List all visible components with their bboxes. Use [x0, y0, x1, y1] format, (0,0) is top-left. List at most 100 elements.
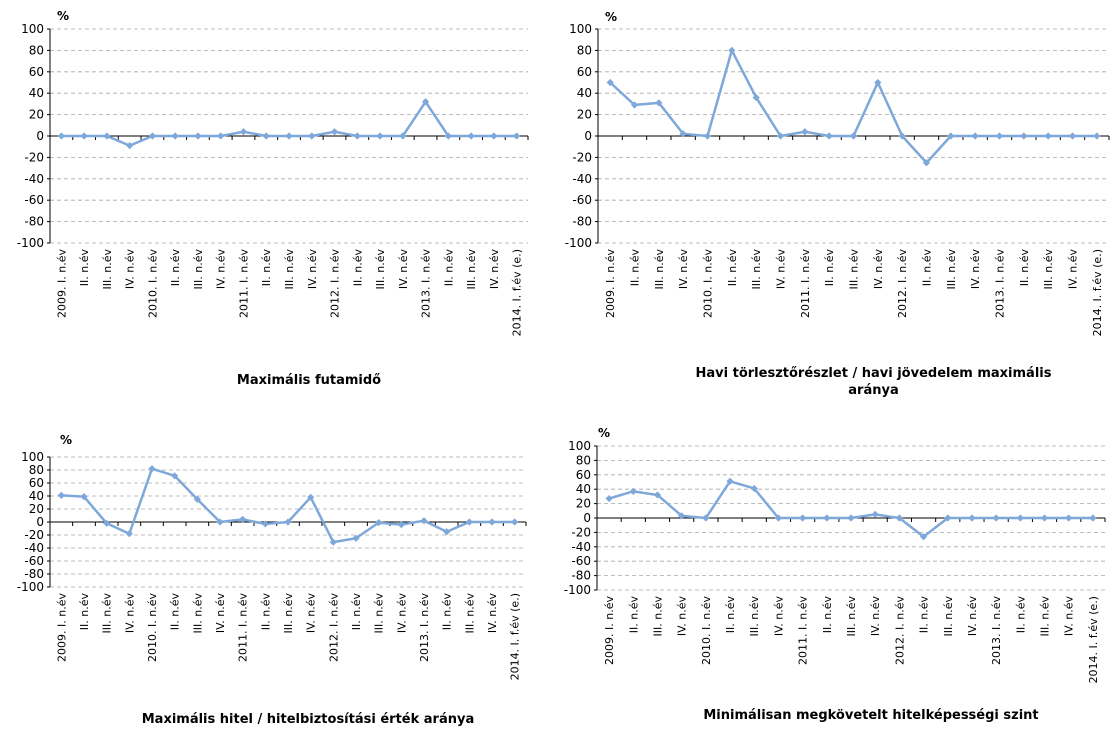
x-tick-label: III. n.év — [848, 249, 861, 290]
data-point — [1020, 132, 1028, 140]
x-tick-label: 2012. I. n.év — [893, 596, 906, 665]
y-tick-label: -40 — [24, 541, 44, 555]
data-point — [750, 484, 758, 493]
y-tick-label: -40 — [572, 172, 592, 186]
series-line — [609, 49, 1097, 164]
x-tick-label: III. n.év — [373, 593, 386, 634]
data-point — [261, 520, 269, 528]
x-tick-label: IV. n.év — [214, 593, 227, 634]
data-point — [284, 518, 292, 526]
y-tick-label: -20 — [572, 150, 592, 164]
x-tick-label: III. n.év — [653, 249, 666, 290]
x-tick-label: II. n.év — [1014, 596, 1027, 634]
x-tick-label: IV. n.év — [486, 593, 499, 634]
data-point — [490, 132, 498, 140]
data-point — [849, 132, 858, 140]
x-tick-label: IV. n.év — [1067, 249, 1080, 290]
x-tick-label: III. n.év — [191, 593, 204, 634]
x-tick-label: 2013. I. n.év — [420, 249, 433, 318]
y-tick-label: -100 — [565, 236, 592, 250]
data-point — [703, 132, 712, 140]
y-tick-label: 40 — [29, 86, 44, 100]
x-tick-label: II. n.év — [442, 249, 455, 287]
x-tick-label: IV. n.év — [676, 596, 689, 637]
x-tick-label: 2013. I. n.év — [994, 249, 1007, 318]
x-tick-label: 2011. I. n.év — [237, 249, 250, 318]
data-point — [467, 132, 475, 140]
x-tick-label: III. n.év — [283, 249, 296, 290]
data-point — [944, 514, 952, 522]
x-tick-label: IV. n.év — [969, 249, 982, 290]
x-tick-label: 2014. I. f.év (e.) — [1091, 249, 1104, 336]
data-point — [702, 514, 710, 522]
y-tick-label: 100 — [568, 439, 591, 453]
data-point — [799, 514, 807, 522]
x-tick-label: III. n.év — [101, 593, 114, 634]
y-tick-label: 0 — [583, 511, 591, 525]
x-tick-label: II. n.év — [259, 593, 272, 631]
x-tick-label: III. n.év — [945, 249, 958, 290]
x-tick-label: 2013. I. n.év — [418, 593, 431, 662]
data-point — [728, 46, 736, 54]
data-point — [488, 518, 496, 526]
data-point — [971, 132, 979, 140]
x-tick-label: III. n.év — [465, 249, 478, 290]
x-tick-label: 2014. I. f.év (e.) — [511, 249, 524, 336]
data-point — [217, 132, 225, 140]
y-tick-label: 60 — [29, 65, 44, 79]
y-tick-label: 20 — [576, 497, 591, 511]
x-tick-label: II. n.év — [350, 593, 363, 631]
x-tick-label: 2010. I. n.év — [146, 593, 159, 662]
data-point — [605, 494, 613, 503]
data-point — [847, 514, 855, 522]
y-tick-label: 40 — [577, 86, 592, 100]
chart-title: Maximális futamidő — [237, 373, 381, 388]
x-tick-label: IV. n.év — [123, 593, 136, 634]
x-tick-label: IV. n.év — [677, 249, 690, 290]
data-point — [103, 132, 111, 140]
x-tick-label: IV. n.év — [215, 249, 228, 290]
x-tick-label: IV. n.év — [306, 249, 319, 290]
y-axis-label: % — [57, 9, 69, 23]
x-tick-label: 2014. I. f.év (e.) — [509, 593, 522, 680]
y-tick-label: -100 — [564, 583, 591, 597]
data-point — [330, 128, 339, 136]
chart-title: Havi törlesztőrészlet / havi jövedelem m… — [696, 366, 1052, 398]
x-tick-label: IV. n.év — [397, 249, 410, 290]
x-tick-label: II. n.év — [441, 593, 454, 631]
data-point — [992, 514, 1000, 522]
y-tick-label: 60 — [576, 468, 591, 482]
data-point — [443, 528, 451, 536]
y-tick-label: -80 — [571, 569, 591, 583]
y-tick-label: -80 — [572, 215, 592, 229]
data-point — [968, 514, 976, 522]
data-point — [801, 128, 809, 136]
data-point — [1089, 514, 1097, 522]
y-tick-label: 0 — [36, 129, 44, 143]
data-point — [874, 78, 882, 87]
x-tick-label: 2010. I. n.év — [700, 596, 713, 665]
y-tick-label: 20 — [29, 108, 44, 122]
data-point — [397, 521, 405, 529]
data-point — [995, 132, 1004, 140]
data-point — [1065, 514, 1073, 522]
y-tick-label: -60 — [24, 554, 44, 568]
data-point — [776, 132, 785, 140]
x-tick-label: III. n.év — [374, 249, 387, 290]
data-point — [919, 533, 928, 541]
data-point — [80, 493, 88, 501]
data-point — [1044, 132, 1052, 140]
data-point — [444, 132, 452, 140]
data-point — [655, 99, 663, 107]
y-tick-label: -60 — [571, 554, 591, 568]
x-tick-label: II. n.év — [629, 249, 642, 287]
y-tick-label: 40 — [576, 482, 591, 496]
data-point — [262, 132, 270, 140]
data-point — [399, 132, 407, 140]
data-point — [352, 534, 360, 542]
x-tick-label: II. n.év — [823, 249, 836, 287]
y-tick-label: 100 — [569, 22, 592, 36]
